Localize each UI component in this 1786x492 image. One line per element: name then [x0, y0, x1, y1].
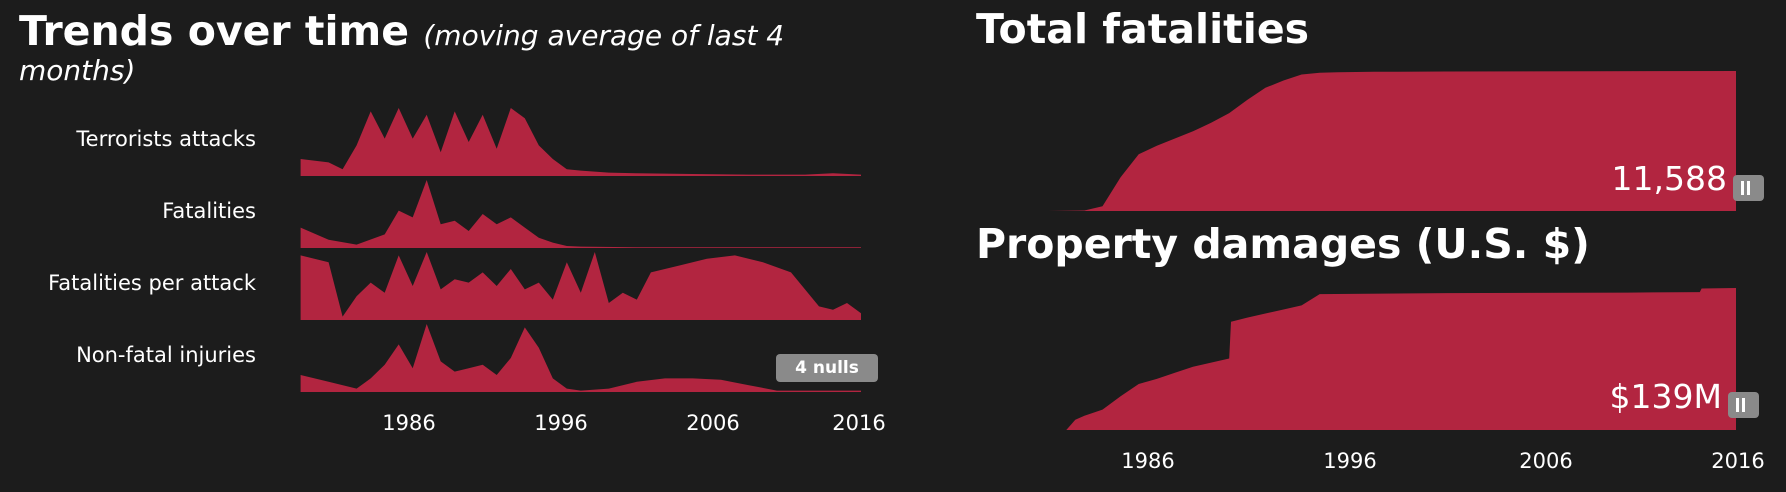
- left-xtick-1996: 1996: [534, 411, 587, 435]
- right-xtick-2006: 2006: [1519, 449, 1572, 473]
- left-xtick-2016: 2016: [832, 411, 885, 435]
- right-xtick-1986: 1986: [1121, 449, 1174, 473]
- row-label-fatalities: Fatalities: [162, 199, 256, 223]
- area-fatalities: [300, 180, 862, 248]
- right-xtick-2016: 2016: [1711, 449, 1764, 473]
- nulls-badge[interactable]: 4 nulls: [776, 354, 878, 382]
- area-fatalities-per-attack: [300, 252, 862, 320]
- left-xtick-1986: 1986: [382, 411, 435, 435]
- property-damages-title: Property damages (U.S. $): [976, 220, 1590, 268]
- property-damages-value: $139M: [1610, 377, 1722, 416]
- trend-areas: [300, 108, 862, 392]
- trends-title: Trends over time (moving average of last…: [19, 7, 799, 60]
- area-terrorists-attacks: [300, 108, 862, 176]
- pause-icon[interactable]: [1733, 175, 1764, 201]
- pause-icon[interactable]: [1728, 392, 1759, 418]
- left-xtick-2006: 2006: [686, 411, 739, 435]
- row-label-injuries: Non-fatal injuries: [76, 343, 256, 367]
- area-non-fatal-injuries: [300, 324, 862, 392]
- row-label-fatalities-per-attack: Fatalities per attack: [48, 271, 256, 295]
- area-total-fatalities: [1012, 71, 1736, 211]
- row-label-attacks: Terrorists attacks: [76, 127, 256, 151]
- trends-title-main: Trends over time: [19, 7, 410, 55]
- trends-subtitle-line2: months): [19, 54, 136, 87]
- cumulative-areas: [1012, 71, 1736, 430]
- area-property-damages: [1012, 288, 1736, 430]
- total-fatalities-title: Total fatalities: [976, 5, 1310, 53]
- trends-subtitle: (moving average of last 4: [423, 19, 785, 52]
- total-fatalities-value: 11,588: [1612, 159, 1727, 198]
- trends-chart: 1986 1996 2006 2016: [300, 108, 886, 435]
- right-xtick-1996: 1996: [1323, 449, 1376, 473]
